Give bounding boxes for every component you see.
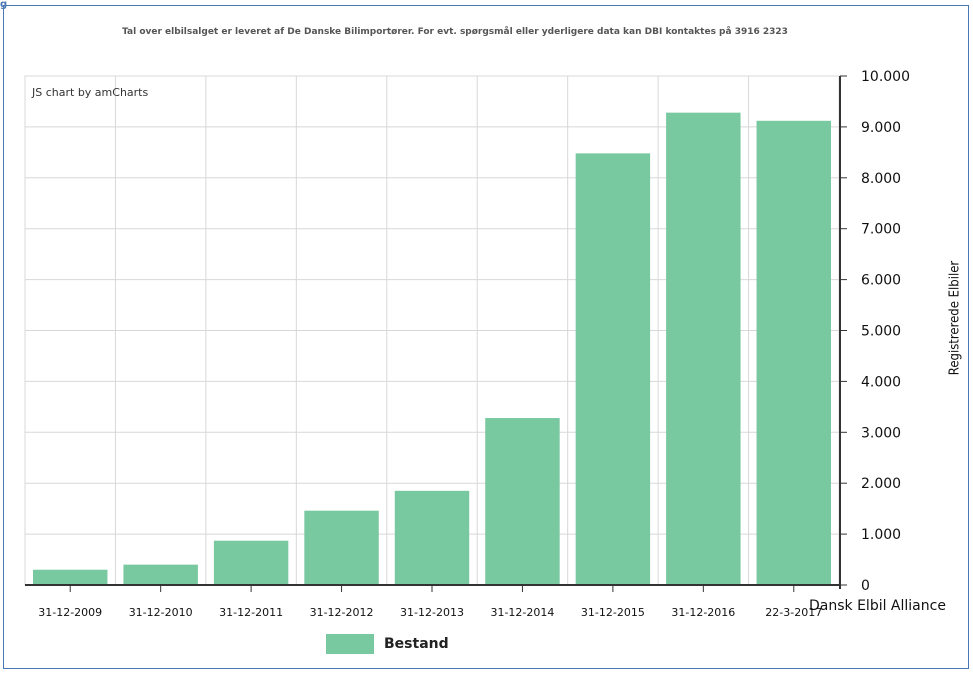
x-tick-label: 31-12-2010 bbox=[129, 606, 193, 619]
bar-31-12-2010 bbox=[123, 564, 198, 585]
y-tick-label: 3.000 bbox=[861, 425, 901, 441]
chart-axes bbox=[25, 75, 847, 592]
legend-label-bestand[interactable]: Bestand bbox=[384, 636, 449, 652]
y-tick-label: 5.000 bbox=[861, 324, 901, 340]
x-tick-label: 31-12-2013 bbox=[400, 606, 464, 619]
y-tick-label: 1.000 bbox=[861, 527, 901, 543]
x-tick-label: 31-12-2015 bbox=[581, 606, 645, 619]
bar-22-3-2017 bbox=[756, 120, 831, 586]
x-tick-label: 31-12-2016 bbox=[671, 606, 735, 619]
x-tick-label: 31-12-2014 bbox=[490, 606, 554, 619]
chart-credit[interactable]: JS chart by amCharts bbox=[32, 86, 149, 99]
chart-bars bbox=[33, 112, 831, 586]
y-tick-label: 9.000 bbox=[861, 120, 901, 136]
bar-31-12-2015 bbox=[575, 153, 651, 586]
x-tick-label: 22-3-2017 bbox=[765, 606, 822, 619]
y-tick-label: 2.000 bbox=[861, 476, 901, 492]
chart-subtitle: Tal over elbilsalget er leveret af De Da… bbox=[122, 27, 788, 37]
y-axis-label: Registrerede Elbiler bbox=[947, 260, 963, 376]
x-tick-label: 31-12-2012 bbox=[310, 606, 374, 619]
bar-31-12-2012 bbox=[304, 510, 379, 585]
y-tick-label: 6.000 bbox=[861, 273, 901, 289]
x-tick-label: 31-12-2011 bbox=[219, 606, 283, 619]
bar-31-12-2009 bbox=[33, 569, 108, 585]
source-label: Dansk Elbil Alliance bbox=[809, 598, 946, 614]
y-tick-label: 0 bbox=[861, 578, 870, 594]
bar-31-12-2014 bbox=[485, 418, 560, 585]
corner-label: g bbox=[0, 0, 8, 10]
y-tick-label: 8.000 bbox=[861, 171, 901, 187]
x-tick-label: 31-12-2009 bbox=[38, 606, 102, 619]
chart-ticks: 0 1.000 2.000 3.000 4.000 5.000 6.000 7.000 8.00… bbox=[38, 69, 910, 619]
bar-31-12-2016 bbox=[666, 112, 741, 585]
bar-31-12-2011 bbox=[213, 540, 289, 585]
y-tick-label: 4.000 bbox=[861, 374, 901, 390]
y-tick-label: 10.000 bbox=[861, 69, 910, 85]
bar-31-12-2013 bbox=[394, 490, 470, 585]
y-tick-label: 7.000 bbox=[861, 222, 901, 238]
legend-swatch[interactable] bbox=[326, 634, 374, 654]
